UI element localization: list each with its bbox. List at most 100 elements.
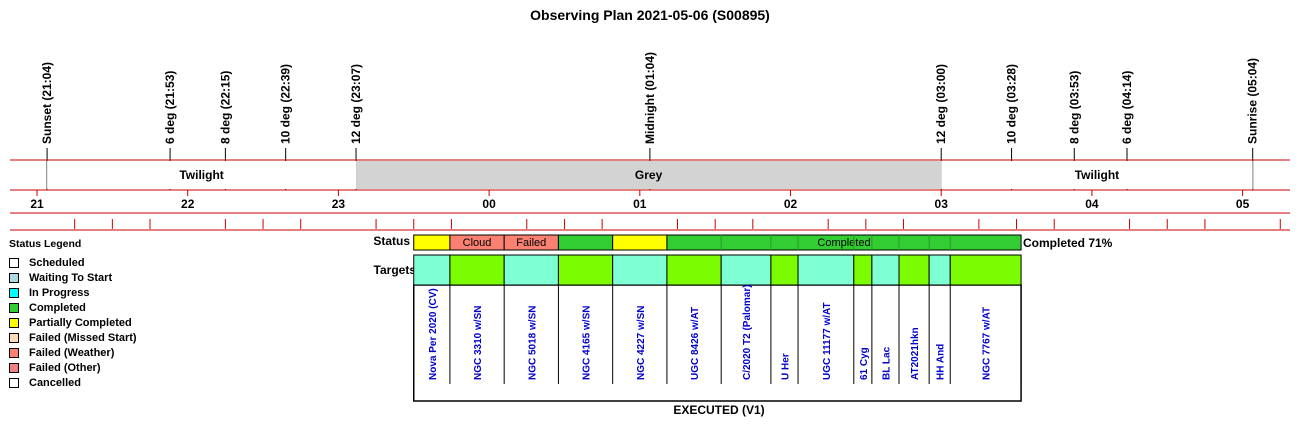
status-row-label: Status bbox=[373, 234, 410, 248]
legend-label: Failed (Other) bbox=[29, 361, 101, 374]
event-label: 6 deg (04:14) bbox=[1120, 71, 1134, 144]
legend-item: Completed bbox=[9, 300, 137, 315]
target-name: NGC 3310 w/SN bbox=[473, 306, 484, 380]
event-label: 8 deg (03:53) bbox=[1067, 71, 1081, 144]
event-label: 8 deg (22:15) bbox=[218, 71, 232, 144]
target-name: C/2020 T2 (Palomar) bbox=[742, 284, 753, 380]
target-block bbox=[449, 254, 505, 286]
hour-tick-label: 04 bbox=[1085, 197, 1099, 211]
hour-tick-label: 05 bbox=[1236, 197, 1250, 211]
period-band bbox=[356, 161, 942, 189]
hour-tick-label: 01 bbox=[633, 197, 647, 211]
target-block bbox=[720, 254, 772, 286]
status-block-label: Failed bbox=[516, 237, 546, 249]
status-block bbox=[557, 234, 614, 251]
target-name: U Her bbox=[780, 353, 791, 380]
event-label: Sunset (21:04) bbox=[40, 62, 54, 144]
targets-frame bbox=[413, 284, 1022, 402]
hour-tick-label: 23 bbox=[332, 197, 346, 211]
period-label: Twilight bbox=[1075, 168, 1119, 182]
target-block bbox=[928, 254, 951, 286]
event-label: Sunrise (05:04) bbox=[1246, 58, 1260, 144]
hour-axis: 21 22 23 00 01 02 03 04 05 bbox=[10, 190, 1290, 231]
target-block bbox=[853, 254, 873, 286]
completion-text: Completed 71% bbox=[1023, 236, 1113, 250]
legend-label: Failed (Weather) bbox=[29, 346, 115, 359]
target-block bbox=[612, 254, 668, 286]
timeline-band: Twilight Grey Twilight bbox=[10, 159, 1290, 191]
status-block-label: Cloud bbox=[463, 237, 492, 249]
event-label: 10 deg (22:39) bbox=[279, 64, 293, 144]
target-name: HH And bbox=[936, 344, 947, 380]
legend-label: Failed (Missed Start) bbox=[29, 331, 137, 344]
legend-label: Completed bbox=[29, 301, 86, 314]
legend-item: Failed (Other) bbox=[9, 360, 137, 375]
target-block bbox=[770, 254, 799, 286]
target-name: NGC 4165 w/SN bbox=[582, 306, 593, 380]
chart-title: Observing Plan 2021-05-06 (S00895) bbox=[530, 7, 770, 23]
legend-swatch bbox=[9, 332, 19, 343]
legend-swatch bbox=[9, 317, 19, 328]
target-name: 61 Cyg bbox=[859, 347, 870, 380]
status-block bbox=[413, 234, 451, 251]
legend-swatch bbox=[9, 377, 19, 388]
hour-tick-label: 02 bbox=[784, 197, 798, 211]
event-label: 10 deg (03:28) bbox=[1005, 64, 1019, 144]
status-legend: Status Legend Scheduled Waiting To Start I… bbox=[9, 238, 137, 390]
target-name: AT2021hkn bbox=[910, 327, 921, 380]
legend-item: In Progress bbox=[9, 285, 137, 300]
event-label: 6 deg (21:53) bbox=[163, 71, 177, 144]
event-markers: Sunset (21:04) 6 deg (21:53) 8 deg (22:15)… bbox=[40, 52, 1260, 190]
targets-row-label: Targets bbox=[374, 263, 417, 277]
period-label: Grey bbox=[635, 168, 663, 182]
legend-swatch bbox=[9, 287, 19, 298]
legend-title: Status Legend bbox=[9, 238, 82, 250]
target-block bbox=[898, 254, 930, 286]
status-block-label: Completed bbox=[817, 237, 870, 249]
hour-tick-label: 22 bbox=[181, 197, 195, 211]
hour-tick-label: 00 bbox=[482, 197, 496, 211]
legend-label: Cancelled bbox=[29, 376, 81, 389]
target-name: UGC 11177 w/AT bbox=[822, 302, 833, 380]
legend-swatch bbox=[9, 302, 19, 313]
target-name: NGC 4227 w/SN bbox=[636, 306, 647, 380]
target-name: NGC 7767 w/AT bbox=[982, 307, 993, 380]
legend-swatch bbox=[9, 272, 19, 283]
legend-swatch bbox=[9, 347, 19, 358]
target-block bbox=[413, 254, 451, 286]
legend-item: Scheduled bbox=[9, 255, 137, 270]
legend-swatch bbox=[9, 257, 19, 268]
hour-tick-label: 21 bbox=[30, 197, 44, 211]
target-block bbox=[503, 254, 559, 286]
event-label: Midnight (01:04) bbox=[643, 52, 657, 144]
period-label: Twilight bbox=[179, 168, 223, 182]
legend-label: Waiting To Start bbox=[29, 271, 113, 284]
target-block bbox=[666, 254, 722, 286]
target-block bbox=[949, 254, 1022, 286]
period-band bbox=[47, 161, 357, 189]
status-row: Status Cloud Failed Completed Completed 71% bbox=[373, 234, 1113, 251]
event-label: 12 deg (03:00) bbox=[934, 64, 948, 144]
target-block bbox=[797, 254, 855, 286]
legend-swatch bbox=[9, 362, 19, 373]
target-block bbox=[871, 254, 900, 286]
target-block bbox=[557, 254, 614, 286]
legend-label: Scheduled bbox=[29, 256, 85, 269]
legend-label: Partially Completed bbox=[29, 316, 132, 329]
hour-tick-label: 03 bbox=[935, 197, 949, 211]
status-block bbox=[612, 234, 668, 251]
target-name: Nova Per 2020 (CV) bbox=[428, 288, 439, 380]
legend-item: Partially Completed bbox=[9, 315, 137, 330]
legend-label: In Progress bbox=[29, 286, 90, 299]
footer-label: EXECUTED (V1) bbox=[673, 403, 764, 417]
legend-item: Failed (Weather) bbox=[9, 345, 137, 360]
targets-row: Targets Nova Per 2020 (CV) NGC 3310 w/SN NG… bbox=[374, 254, 1022, 402]
target-name: UGC 8426 w/AT bbox=[690, 307, 701, 380]
legend-items: Scheduled Waiting To Start In Progress Comp… bbox=[9, 255, 137, 390]
legend-item: Cancelled bbox=[9, 375, 137, 390]
event-label: 12 deg (23:07) bbox=[349, 64, 363, 144]
target-name: NGC 5018 w/SN bbox=[527, 306, 538, 380]
status-block bbox=[666, 234, 1022, 251]
period-band bbox=[941, 161, 1253, 189]
